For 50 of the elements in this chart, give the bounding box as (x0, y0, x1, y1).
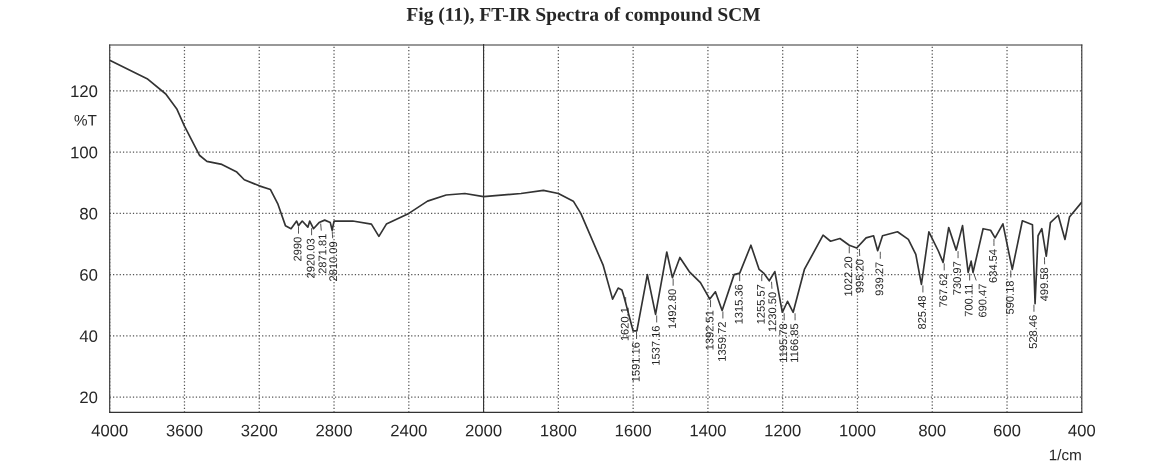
x-tick-label: 2000 (465, 424, 502, 437)
x-tick-label: 2400 (391, 424, 427, 437)
y-tick-label: 40 (79, 330, 98, 343)
annotation: 1230.50 (768, 292, 777, 332)
annotation: 1537.16 (651, 326, 660, 365)
annotation: 2990 (293, 237, 302, 261)
annotation: 2920.03 (306, 238, 315, 278)
x-tick-label: 1800 (541, 424, 577, 437)
annotation: 1315.36 (734, 284, 743, 324)
y-tick-label: 20 (80, 391, 98, 404)
annotation: 590.18 (1005, 281, 1014, 315)
text: Fig (11), FT-IR Spectra of compound SCM (406, 7, 761, 26)
x-tick-label: 3200 (241, 424, 278, 437)
y-tick-label: 80 (80, 207, 98, 220)
annotation: 995.20 (855, 259, 864, 293)
annotation: 528.46 (1029, 315, 1037, 349)
annotation: 767.62 (939, 274, 948, 307)
x-tick-label: 800 (919, 424, 946, 437)
annotation: 690.47 (978, 284, 987, 318)
annotation: 634.54 (989, 249, 997, 283)
annotation: 1492.80 (668, 289, 677, 329)
annotation: 939.27 (875, 262, 884, 296)
x-axis-title: 1/cm (1049, 449, 1081, 461)
annotation: 2871.81 (318, 234, 327, 274)
y-tick-label: 60 (80, 269, 98, 281)
y-tick-label: 100 (71, 146, 98, 159)
x-tick-label: 2800 (316, 424, 352, 437)
x-tick-label: 600 (993, 424, 1021, 437)
x-tick-label: 3600 (166, 424, 203, 437)
annotation: 1255.57 (756, 284, 765, 324)
annotation: 1359.72 (717, 322, 726, 361)
x-tick-label: 1200 (765, 424, 801, 437)
annotation: 700.11 (964, 284, 973, 317)
annotation: 1166.85 (790, 323, 799, 362)
annotation: 1022.20 (844, 256, 853, 296)
x-tick-label: 1400 (690, 424, 726, 437)
annotation: 730.97 (953, 261, 962, 295)
annotation: 499.58 (1040, 267, 1049, 302)
x-tick-label: 4000 (91, 424, 128, 437)
x-tick-label: 1000 (840, 424, 876, 437)
annotation: 825.48 (918, 296, 926, 330)
annotation: 1620.1 (620, 307, 629, 341)
annotation: 1195.78 (779, 323, 788, 362)
y-axis-title: %T (74, 114, 97, 126)
x-tick-label: 400 (1068, 424, 1096, 437)
x-tick-label: 1600 (615, 424, 652, 437)
annotation: 1392.51 (705, 310, 714, 350)
annotation: 2810.09 (329, 241, 338, 281)
annotation: 1591.16 (631, 342, 640, 382)
y-tick-label: 120 (71, 85, 98, 98)
